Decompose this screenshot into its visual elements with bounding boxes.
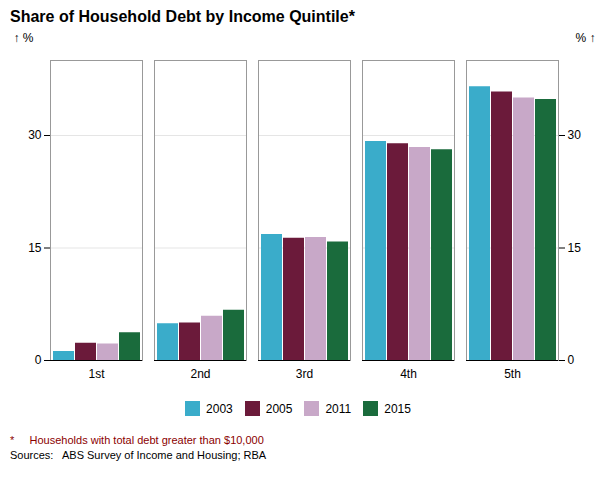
- html-text:2005: 2005: [265, 401, 293, 416]
- svg-text:0: 0: [35, 353, 42, 367]
- html-text:Share of Household Debt by Inc: Share of Household Debt by Income Quinti…: [10, 8, 355, 25]
- svg-text:0: 0: [568, 353, 575, 367]
- svg-text:↑ %: ↑ %: [14, 31, 34, 45]
- svg-text:5th: 5th: [504, 367, 521, 381]
- svg-text:1st: 1st: [88, 367, 105, 381]
- html-text:* Households with total debt g: * Households with total debt greater tha…: [10, 434, 264, 446]
- html-text:Sources: ABS Survey of Income: Sources: ABS Survey of Income and Housin…: [10, 449, 267, 461]
- svg-text:3rd: 3rd: [296, 367, 313, 381]
- html-text:2011: 2011: [325, 401, 352, 416]
- svg-text:% ↑: % ↑: [575, 31, 595, 45]
- html-text:2003: 2003: [206, 401, 233, 416]
- svg-text:4th: 4th: [400, 367, 417, 381]
- svg-text:2nd: 2nd: [190, 367, 210, 381]
- svg-text:30: 30: [28, 128, 42, 142]
- svg-text:15: 15: [28, 241, 42, 255]
- svg-text:15: 15: [568, 241, 582, 255]
- svg-text:30: 30: [568, 128, 582, 142]
- html-text:2015: 2015: [384, 401, 411, 416]
